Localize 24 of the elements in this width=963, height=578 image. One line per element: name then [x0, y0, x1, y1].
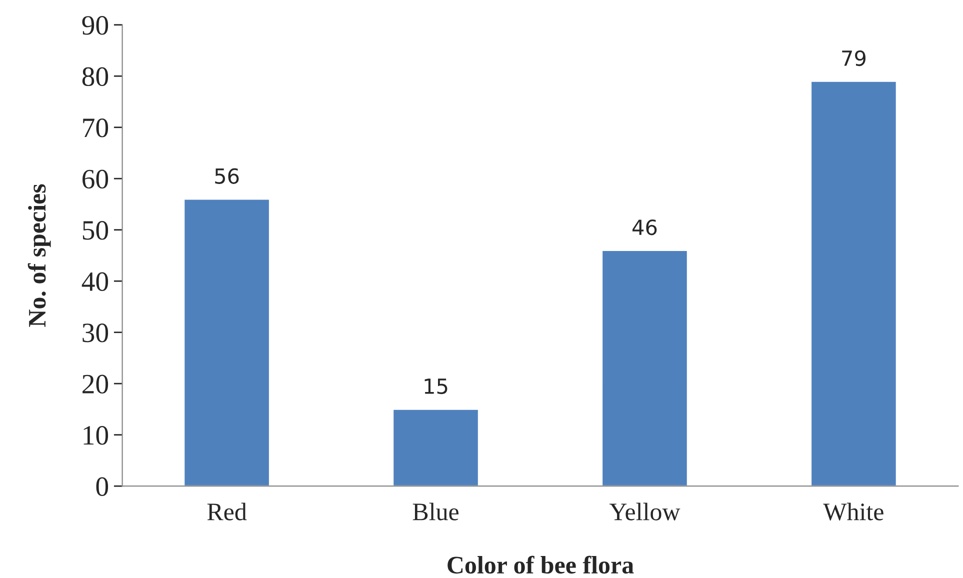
data-label: 56 [215, 168, 239, 184]
y-tick-label: 60 [82, 170, 108, 189]
y-tick-label: 10 [84, 426, 108, 445]
x-tick-label: White [823, 502, 884, 520]
bar [601, 250, 688, 486]
bar [183, 198, 270, 486]
y-tick-label: 20 [82, 374, 108, 394]
y-tick-label: 80 [82, 67, 108, 86]
y-tick-label: 90 [82, 16, 108, 35]
bar [392, 408, 480, 486]
x-tick-label: Yellow [609, 502, 680, 520]
y-tick-label: 0 [96, 477, 108, 496]
y-tick-label: 50 [82, 221, 108, 240]
x-tick-label: Red [207, 502, 247, 520]
data-label: 46 [632, 219, 657, 236]
x-tick-label: Blue [412, 502, 458, 520]
y-tick-label: 70 [83, 118, 108, 138]
y-axis-title: No. of species [28, 184, 51, 327]
y-tick-label: 30 [82, 324, 108, 342]
data-label: 15 [424, 378, 448, 394]
y-tick-label: 40 [82, 272, 108, 292]
data-label: 79 [842, 50, 866, 66]
x-axis-title: Color of bee flora [448, 556, 634, 574]
bar [810, 80, 898, 486]
